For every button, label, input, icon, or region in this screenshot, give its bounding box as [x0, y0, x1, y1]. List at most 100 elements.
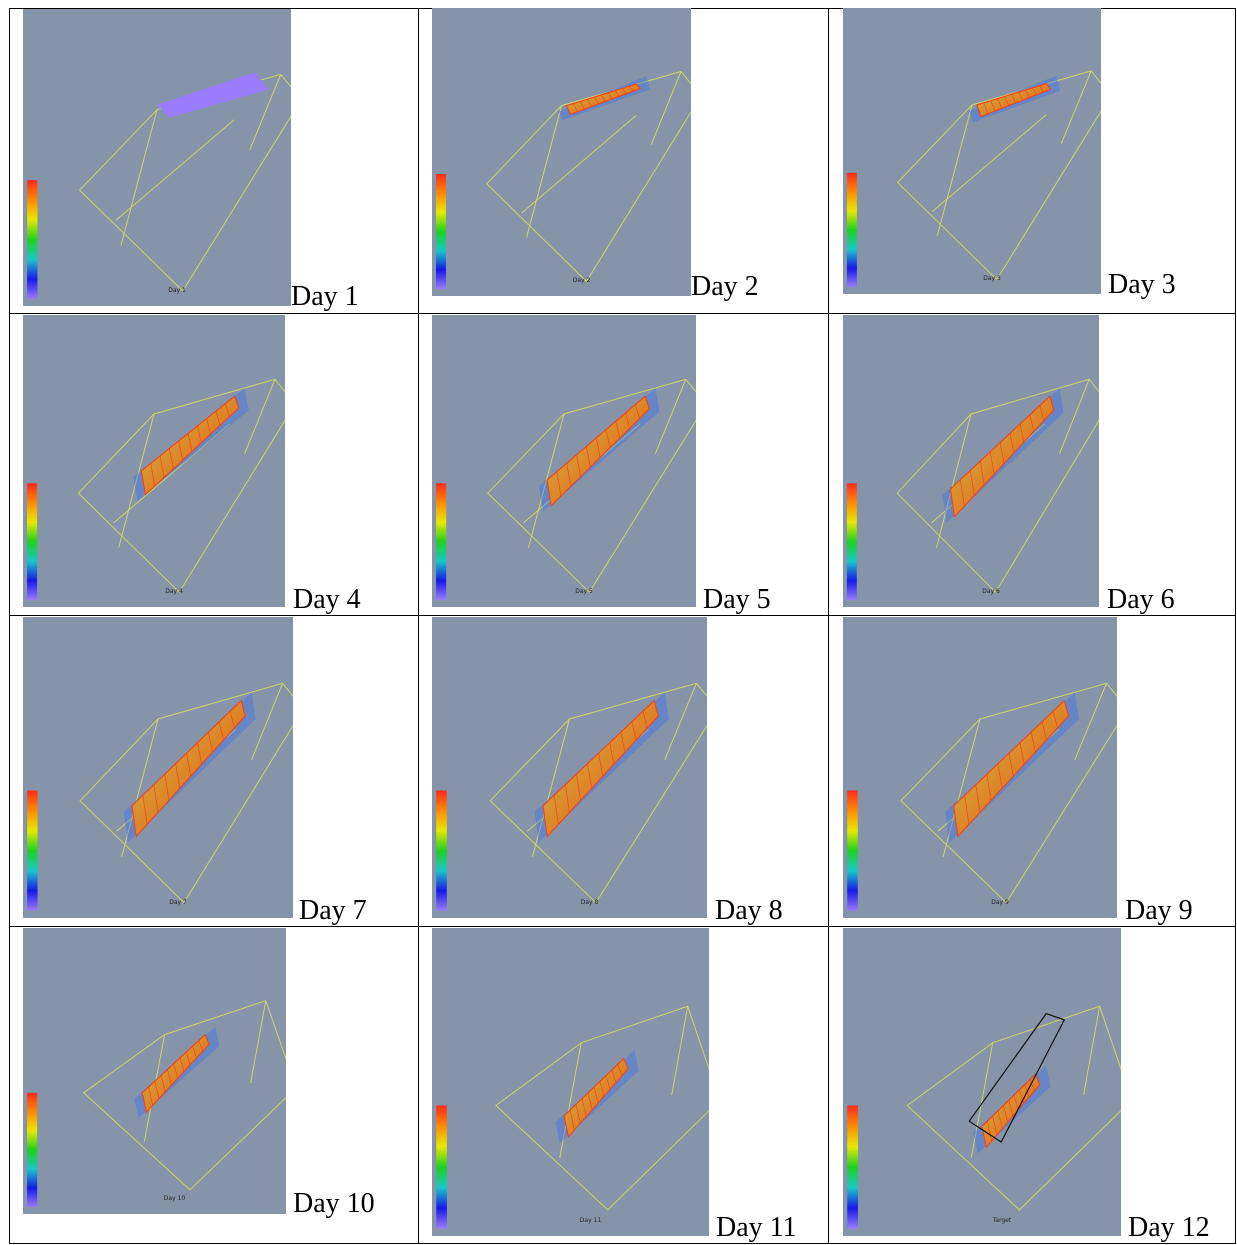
table-border-vertical	[418, 8, 419, 1243]
panel-label: Day 8	[581, 899, 599, 906]
slab-stripes	[964, 711, 1058, 825]
day-caption: Day 1	[291, 281, 359, 312]
table-border-horizontal	[9, 1243, 1236, 1244]
slab-stripes	[556, 404, 640, 497]
slab-surface	[563, 1057, 629, 1138]
slab-stripes	[987, 1079, 1035, 1142]
slab-stripes	[142, 711, 235, 825]
table-border-horizontal	[9, 926, 1236, 927]
day-caption: Day 10	[293, 1188, 375, 1219]
table-border-horizontal	[9, 313, 1236, 314]
volume-render: Day 11	[436, 1005, 709, 1229]
volume-render: Day 2	[435, 70, 691, 290]
color-bar	[27, 180, 38, 299]
slab-surface	[141, 1033, 210, 1114]
slab-stripes	[983, 85, 1044, 114]
wireframe-box	[906, 1005, 1121, 1211]
day-caption: Day 8	[715, 895, 783, 926]
volume-render: Day 3	[846, 70, 1101, 288]
slab-surface	[157, 72, 269, 118]
day-caption: Day 9	[1125, 895, 1193, 926]
slab-surface	[953, 699, 1070, 838]
simulation-panel: Day 7	[23, 617, 293, 918]
slab-stripes	[150, 403, 230, 487]
volume-render: Day 10	[27, 1000, 286, 1208]
slab-surface	[981, 1073, 1041, 1149]
color-bar	[436, 483, 447, 601]
panel-label: Day 2	[573, 277, 591, 284]
slab-surface	[976, 83, 1052, 118]
simulation-panel: Day 6	[843, 315, 1099, 607]
panel-label: Target	[992, 1217, 1012, 1224]
volume-render: Day 6	[846, 378, 1099, 601]
volume-render: Day 8	[436, 682, 707, 911]
wireframe-box	[900, 682, 1117, 904]
panel-label: Day 9	[991, 899, 1009, 906]
volume-render: Target	[847, 1005, 1121, 1229]
volume-render: Day 5	[436, 378, 696, 601]
simulation-panel: Day 1	[23, 9, 291, 306]
simulation-panel: Day 8	[432, 617, 707, 918]
day-caption: Day 5	[703, 584, 771, 615]
slab-stripes	[573, 86, 634, 112]
day-caption: Day 12	[1128, 1212, 1210, 1243]
simulation-panel: Day 4	[23, 315, 285, 607]
color-bar	[435, 173, 446, 290]
color-bar	[27, 790, 38, 911]
table-border-horizontal	[9, 615, 1236, 616]
wireframe-box	[487, 378, 696, 593]
table-border-vertical	[828, 8, 829, 1243]
slab-surface	[131, 699, 246, 838]
color-bar	[27, 483, 38, 601]
volume-render: Day 9	[847, 682, 1117, 911]
color-bar	[27, 1092, 38, 1208]
wireframe-box	[489, 682, 707, 904]
color-bar	[846, 172, 857, 288]
color-bar	[847, 1105, 858, 1229]
wireframe-box	[77, 378, 285, 593]
wireframe-box	[78, 73, 291, 292]
wireframe-box	[486, 70, 691, 283]
day-caption: Day 2	[691, 271, 759, 302]
panel-label: Day 6	[982, 588, 1000, 595]
panel-label: Day 3	[983, 275, 1001, 282]
simulation-panel: Day 11	[432, 928, 709, 1236]
volume-render: Day 7	[27, 682, 293, 911]
color-bar	[847, 790, 858, 911]
color-bar	[436, 1105, 447, 1229]
simulation-panel: Day 3	[843, 8, 1101, 294]
simulation-panel: Day 2	[432, 8, 691, 296]
slab-stripes	[553, 711, 648, 825]
color-bar	[846, 483, 857, 601]
panel-label: Day 11	[580, 1217, 602, 1224]
slab-surface	[542, 699, 659, 838]
day-caption: Day 6	[1107, 584, 1175, 615]
simulation-panel: Day 10	[23, 928, 286, 1214]
slab-stripes	[148, 1040, 204, 1106]
simulation-panel: Day 5	[432, 315, 696, 607]
volume-render: Day 1	[27, 72, 291, 299]
slab-stripes	[569, 1064, 623, 1131]
slab-surface	[140, 395, 240, 496]
target-outline	[968, 1012, 1066, 1143]
simulation-panel: Target	[843, 928, 1121, 1236]
wireframe-box	[82, 1000, 286, 1191]
wireframe-box	[79, 682, 293, 904]
day-caption: Day 7	[299, 895, 367, 926]
color-bar	[436, 790, 447, 911]
wireframe-box	[896, 378, 1099, 594]
day-caption: Day 4	[293, 584, 361, 615]
panel-label: Day 4	[165, 588, 183, 595]
day-caption: Day 11	[716, 1212, 797, 1243]
wireframe-box	[495, 1005, 709, 1211]
day-caption: Day 3	[1108, 269, 1176, 300]
panel-label: Day 10	[164, 1195, 186, 1202]
slab-surface	[546, 395, 650, 507]
volume-render: Day 4	[27, 378, 285, 601]
table-border-vertical	[1235, 8, 1236, 1243]
wireframe-box	[896, 70, 1101, 281]
table-border-vertical	[9, 8, 10, 1243]
simulation-panel: Day 9	[843, 617, 1117, 918]
slab-surface	[565, 83, 642, 116]
